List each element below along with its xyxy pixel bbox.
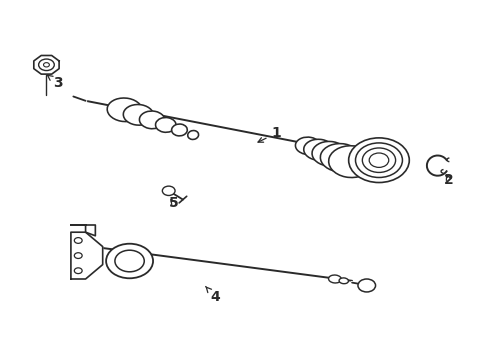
- Text: 4: 4: [205, 287, 220, 304]
- Circle shape: [74, 238, 82, 243]
- Ellipse shape: [328, 146, 373, 177]
- Circle shape: [39, 59, 54, 71]
- Circle shape: [43, 63, 49, 67]
- Polygon shape: [34, 55, 59, 74]
- Text: 5: 5: [168, 197, 178, 210]
- Circle shape: [74, 268, 82, 274]
- Circle shape: [74, 253, 82, 258]
- Polygon shape: [71, 225, 95, 236]
- Text: 2: 2: [443, 173, 453, 187]
- Ellipse shape: [155, 117, 176, 132]
- Circle shape: [115, 250, 144, 272]
- Circle shape: [162, 186, 175, 195]
- Ellipse shape: [328, 275, 341, 283]
- Ellipse shape: [171, 124, 187, 136]
- Text: 1: 1: [258, 126, 281, 142]
- Circle shape: [355, 143, 402, 177]
- Ellipse shape: [320, 144, 360, 172]
- Text: 3: 3: [47, 75, 62, 90]
- Ellipse shape: [295, 137, 320, 154]
- Ellipse shape: [187, 131, 198, 139]
- Polygon shape: [71, 232, 102, 279]
- Circle shape: [368, 153, 388, 167]
- Ellipse shape: [123, 104, 153, 125]
- Circle shape: [348, 138, 408, 183]
- Ellipse shape: [107, 98, 142, 122]
- Circle shape: [362, 148, 395, 172]
- Ellipse shape: [303, 139, 333, 160]
- Ellipse shape: [338, 278, 348, 284]
- Circle shape: [106, 244, 153, 278]
- Ellipse shape: [311, 141, 346, 166]
- Circle shape: [357, 279, 375, 292]
- Ellipse shape: [139, 111, 164, 129]
